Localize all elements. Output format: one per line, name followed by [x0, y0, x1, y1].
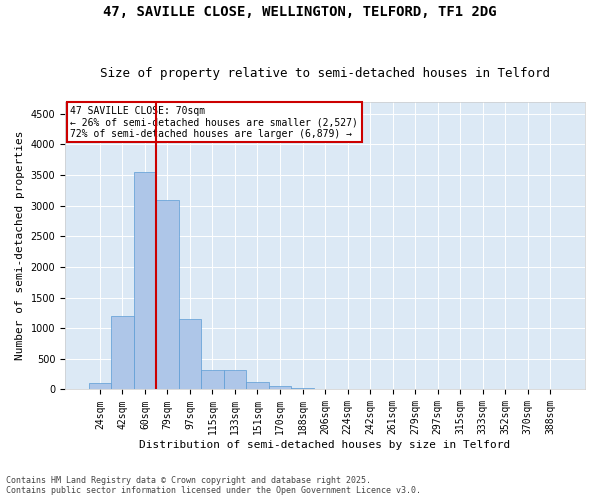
Bar: [314, 389, 336, 390]
Bar: [89, 384, 111, 390]
X-axis label: Distribution of semi-detached houses by size in Telford: Distribution of semi-detached houses by …: [139, 440, 511, 450]
Text: 47 SAVILLE CLOSE: 70sqm
← 26% of semi-detached houses are smaller (2,527)
72% of: 47 SAVILLE CLOSE: 70sqm ← 26% of semi-de…: [70, 106, 358, 139]
Bar: [111, 316, 134, 390]
Bar: [269, 386, 291, 390]
Title: Size of property relative to semi-detached houses in Telford: Size of property relative to semi-detach…: [100, 66, 550, 80]
Bar: [291, 388, 314, 390]
Text: 47, SAVILLE CLOSE, WELLINGTON, TELFORD, TF1 2DG: 47, SAVILLE CLOSE, WELLINGTON, TELFORD, …: [103, 5, 497, 19]
Y-axis label: Number of semi-detached properties: Number of semi-detached properties: [15, 130, 25, 360]
Bar: [156, 200, 179, 390]
Bar: [224, 370, 246, 390]
Text: Contains HM Land Registry data © Crown copyright and database right 2025.
Contai: Contains HM Land Registry data © Crown c…: [6, 476, 421, 495]
Bar: [134, 172, 156, 390]
Bar: [246, 382, 269, 390]
Bar: [201, 370, 224, 390]
Bar: [179, 319, 201, 390]
